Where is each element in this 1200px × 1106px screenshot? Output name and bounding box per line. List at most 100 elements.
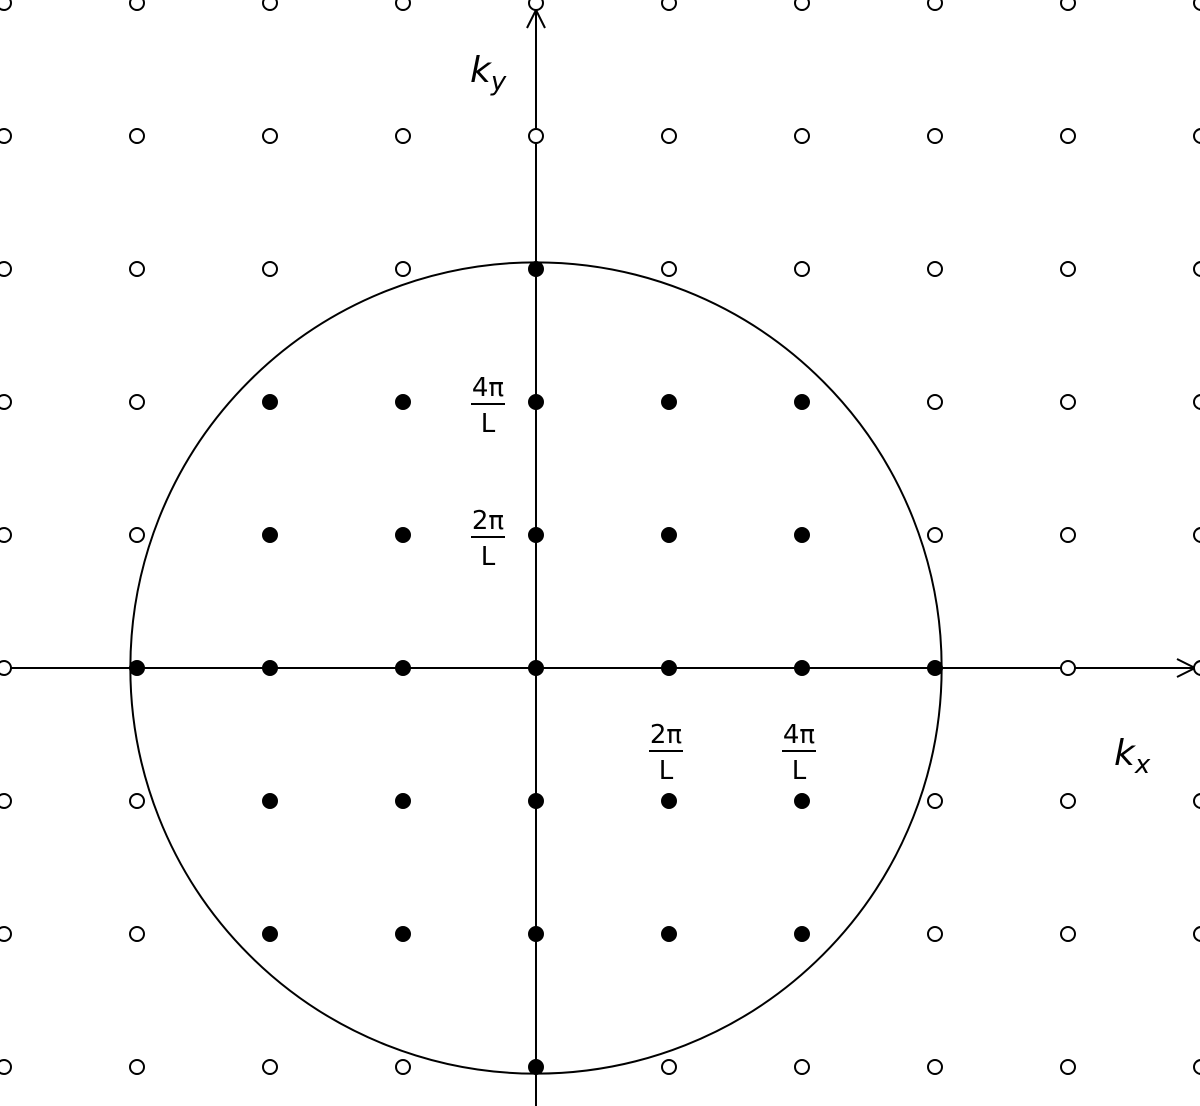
lattice-point-empty bbox=[661, 128, 677, 144]
lattice-point-empty bbox=[0, 793, 12, 809]
lattice-point-empty bbox=[0, 926, 12, 942]
kx-tick-label-1: 2π L bbox=[649, 720, 683, 786]
lattice-point-empty bbox=[1060, 793, 1076, 809]
lattice-point-occupied bbox=[794, 793, 810, 809]
lattice-point-occupied bbox=[395, 394, 411, 410]
lattice-point-empty bbox=[927, 527, 943, 543]
lattice-point-empty bbox=[0, 527, 12, 543]
lattice-point-empty bbox=[794, 1059, 810, 1075]
lattice-point-empty bbox=[262, 1059, 278, 1075]
lattice-point-empty bbox=[1193, 1059, 1200, 1075]
lattice-point-empty bbox=[1060, 926, 1076, 942]
lattice-point-empty bbox=[0, 128, 12, 144]
lattice-point-occupied bbox=[661, 660, 677, 676]
lattice-point-empty bbox=[1060, 128, 1076, 144]
lattice-point-occupied bbox=[262, 660, 278, 676]
lattice-point-empty bbox=[927, 793, 943, 809]
lattice-point-empty bbox=[1060, 394, 1076, 410]
ky-tick-label-2-numerator: 4π bbox=[472, 373, 504, 403]
lattice-point-occupied bbox=[927, 660, 943, 676]
ky-tick-label-1: 2π L bbox=[471, 506, 505, 572]
lattice-point-empty bbox=[0, 394, 12, 410]
lattice-point-empty bbox=[0, 261, 12, 277]
lattice-point-occupied bbox=[794, 660, 810, 676]
lattice-point-empty bbox=[927, 394, 943, 410]
kx-tick-label-2-denominator: L bbox=[792, 756, 807, 786]
lattice-point-occupied bbox=[661, 793, 677, 809]
lattice-point-empty bbox=[262, 261, 278, 277]
lattice-point-empty bbox=[1193, 128, 1200, 144]
lattice-point-occupied bbox=[661, 926, 677, 942]
lattice-point-occupied bbox=[794, 527, 810, 543]
lattice-point-occupied bbox=[661, 394, 677, 410]
kx-axis-label: kx bbox=[1114, 733, 1151, 780]
lattice-point-empty bbox=[129, 394, 145, 410]
kx-tick-label-2: 4π L bbox=[782, 720, 816, 786]
lattice-point-occupied bbox=[262, 793, 278, 809]
lattice-point-empty bbox=[0, 1059, 12, 1075]
lattice-point-empty bbox=[129, 0, 145, 11]
lattice-point-occupied bbox=[794, 394, 810, 410]
lattice-point-empty bbox=[794, 261, 810, 277]
lattice-point-occupied bbox=[395, 527, 411, 543]
ky-tick-label-2-denominator: L bbox=[481, 409, 496, 439]
lattice-point-occupied bbox=[395, 660, 411, 676]
lattice-point-occupied bbox=[661, 527, 677, 543]
lattice-point-empty bbox=[1060, 660, 1076, 676]
lattice-point-empty bbox=[1193, 527, 1200, 543]
lattice-point-empty bbox=[927, 1059, 943, 1075]
lattice-point-empty bbox=[1060, 527, 1076, 543]
lattice-point-occupied bbox=[528, 1059, 544, 1075]
lattice-point-occupied bbox=[262, 926, 278, 942]
lattice-point-occupied bbox=[262, 527, 278, 543]
lattice-point-empty bbox=[927, 0, 943, 11]
lattice-point-empty bbox=[927, 128, 943, 144]
lattice-point-occupied bbox=[794, 926, 810, 942]
lattice-point-empty bbox=[1193, 660, 1200, 676]
lattice-point-empty bbox=[0, 0, 12, 11]
lattice-point-occupied bbox=[528, 261, 544, 277]
lattice-point-empty bbox=[794, 0, 810, 11]
lattice-point-empty bbox=[1193, 0, 1200, 11]
lattice-point-empty bbox=[1193, 926, 1200, 942]
lattice-point-occupied bbox=[262, 394, 278, 410]
ky-tick-label-2: 4π L bbox=[471, 373, 505, 439]
lattice-point-occupied bbox=[528, 793, 544, 809]
lattice-point-empty bbox=[1060, 1059, 1076, 1075]
lattice-point-empty bbox=[129, 1059, 145, 1075]
lattice-point-empty bbox=[262, 0, 278, 11]
lattice-point-empty bbox=[0, 660, 12, 676]
lattice-point-empty bbox=[395, 0, 411, 11]
lattice-point-empty bbox=[1193, 793, 1200, 809]
lattice-point-occupied bbox=[528, 394, 544, 410]
lattice-point-occupied bbox=[395, 926, 411, 942]
lattice-point-empty bbox=[1060, 261, 1076, 277]
lattice-point-empty bbox=[129, 527, 145, 543]
lattice-point-occupied bbox=[528, 926, 544, 942]
lattice-point-empty bbox=[528, 128, 544, 144]
lattice-point-empty bbox=[129, 793, 145, 809]
kx-tick-label-1-denominator: L bbox=[659, 756, 674, 786]
lattice-point-empty bbox=[395, 128, 411, 144]
lattice-point-occupied bbox=[129, 660, 145, 676]
lattice-point-empty bbox=[395, 1059, 411, 1075]
ky-tick-label-1-numerator: 2π bbox=[472, 506, 504, 536]
lattice-point-empty bbox=[395, 261, 411, 277]
lattice-point-empty bbox=[927, 261, 943, 277]
lattice-point-empty bbox=[661, 261, 677, 277]
lattice-point-empty bbox=[528, 0, 544, 11]
lattice-point-empty bbox=[1060, 0, 1076, 11]
lattice-point-occupied bbox=[528, 527, 544, 543]
lattice-point-empty bbox=[1193, 394, 1200, 410]
kx-tick-label-2-numerator: 4π bbox=[783, 720, 815, 750]
lattice-point-empty bbox=[1193, 261, 1200, 277]
lattice-point-empty bbox=[661, 0, 677, 11]
lattice-point-empty bbox=[262, 128, 278, 144]
ky-axis-label: ky bbox=[470, 50, 507, 97]
kx-tick-label-1-numerator: 2π bbox=[650, 720, 682, 750]
lattice-point-empty bbox=[661, 1059, 677, 1075]
ky-tick-label-1-denominator: L bbox=[481, 542, 496, 572]
lattice-point-empty bbox=[927, 926, 943, 942]
lattice-point-empty bbox=[129, 261, 145, 277]
